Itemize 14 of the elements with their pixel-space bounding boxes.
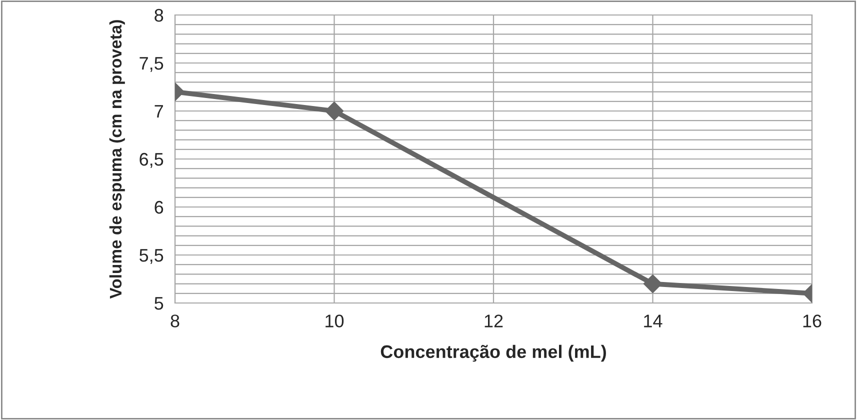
- x-axis-title: Concentração de mel (mL): [380, 344, 606, 362]
- y-tick-label: 7: [154, 105, 163, 118]
- y-tick-label: 5,5: [140, 249, 164, 264]
- x-tick-label: 10: [326, 314, 344, 328]
- x-tick-label: 14: [644, 314, 662, 328]
- y-tick-label: 8: [154, 8, 164, 22]
- x-tick-label: 16: [803, 314, 822, 328]
- x-tick-label: 12: [484, 314, 503, 328]
- y-tick-label: 5: [154, 297, 164, 310]
- y-tick-label: 6,5: [140, 152, 164, 168]
- y-axis-title: Volume de espuma (cm na proveta): [109, 20, 125, 299]
- y-tick-label: 7,5: [140, 57, 164, 72]
- y-tick-label: 6: [154, 200, 164, 214]
- x-tick-label: 8: [170, 314, 180, 328]
